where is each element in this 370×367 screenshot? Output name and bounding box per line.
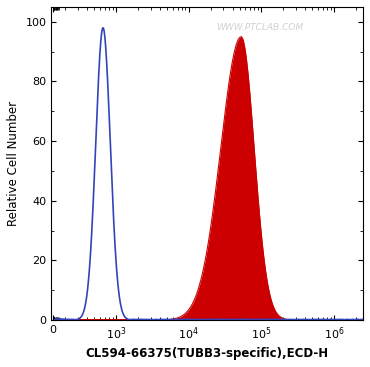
Text: WWW.PTCLAB.COM: WWW.PTCLAB.COM xyxy=(216,23,304,32)
X-axis label: CL594-66375(TUBB3-specific),ECD-H: CL594-66375(TUBB3-specific),ECD-H xyxy=(85,347,329,360)
Y-axis label: Relative Cell Number: Relative Cell Number xyxy=(7,101,20,226)
